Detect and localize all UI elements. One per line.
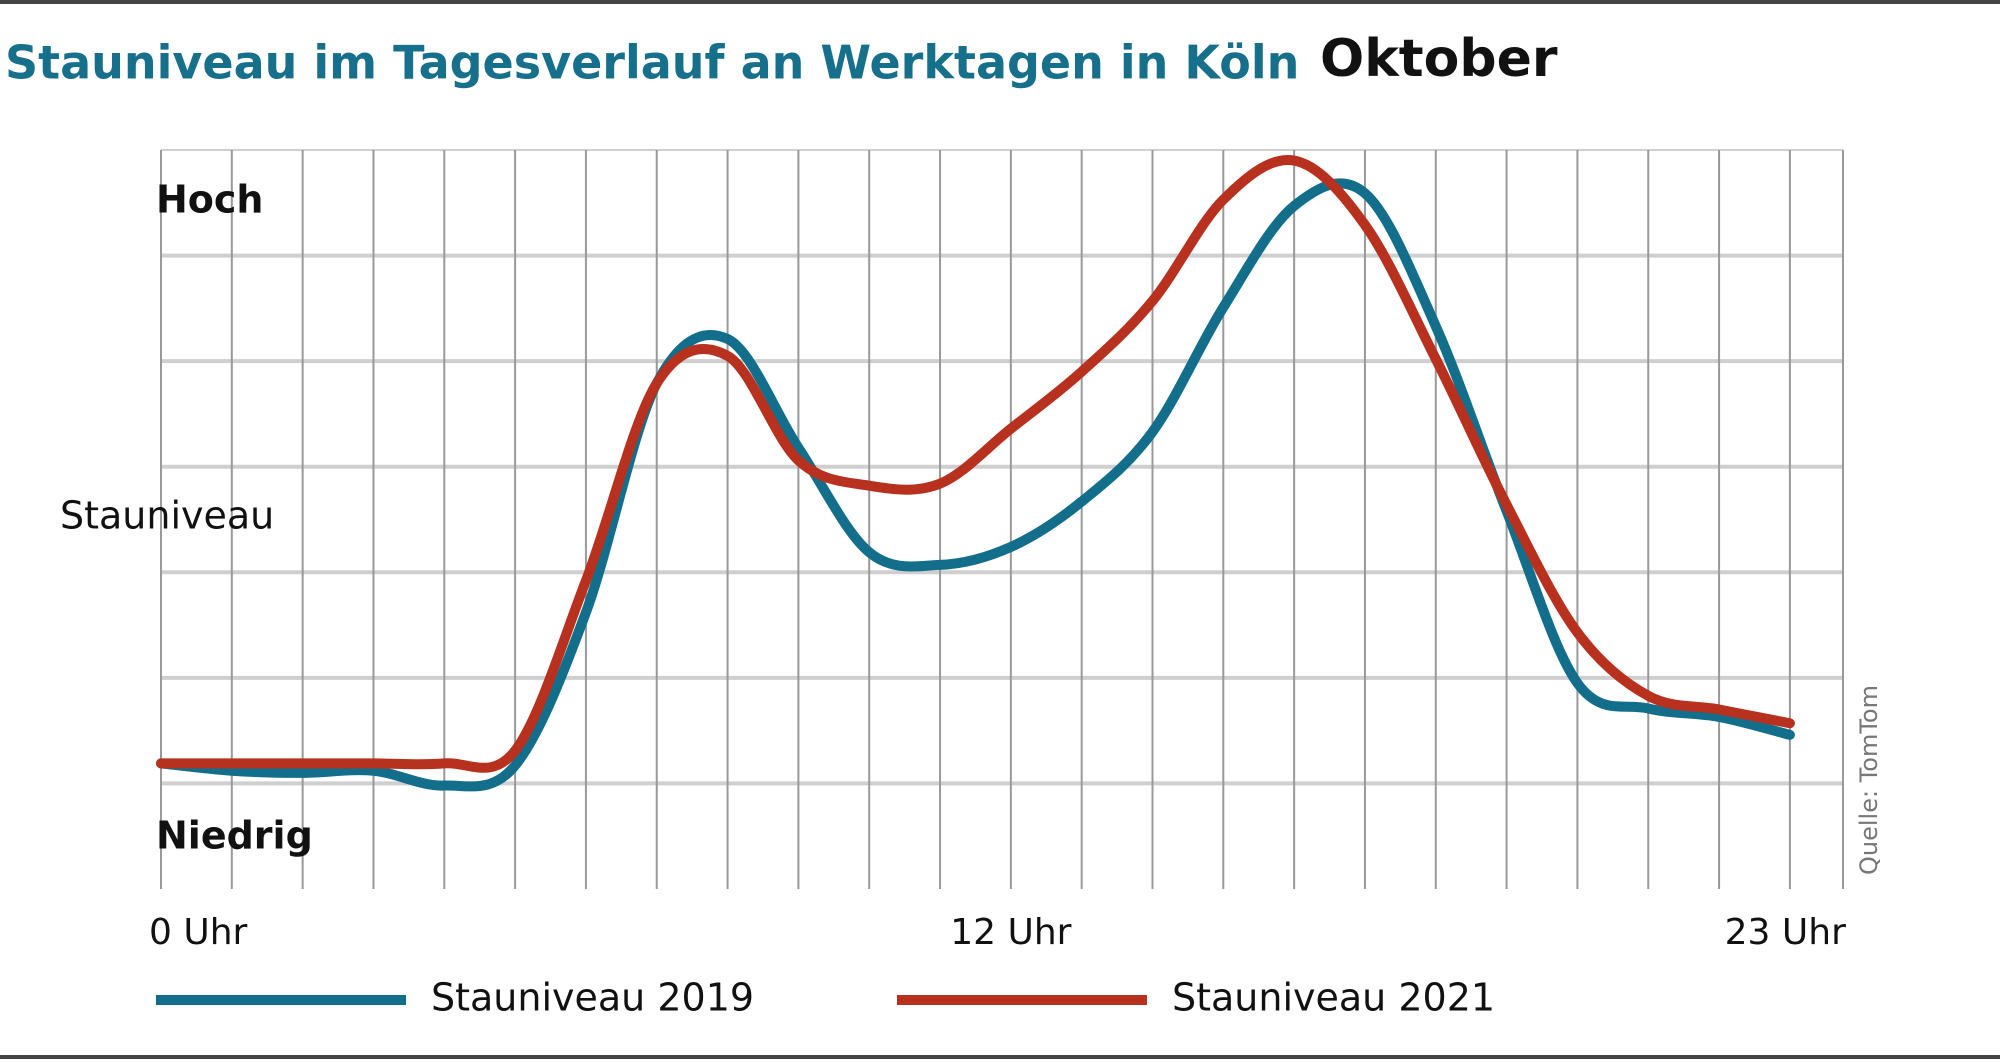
series-line [156,155,1795,773]
source: Quelle: TomTom [1855,685,1883,875]
y-low-label: Niedrig [156,814,313,858]
legend-label: Stauniveau 2021 [1172,976,1495,1020]
chart-subtitle: Oktober [1320,29,1558,89]
lines [156,155,1795,792]
y-high-label: Hoch [156,178,264,222]
legend: Stauniveau 2019 Stauniveau 2021 [156,976,1495,1020]
legend-label: Stauniveau 2019 [431,976,754,1020]
chart-title: Stauniveau im Tagesverlauf an Werktagen … [5,36,1299,90]
series-line [156,178,1795,792]
x-tick-label: 12 Uhr [950,912,1071,953]
y-axis-label: Stauniveau [60,494,274,538]
x-tick-label: 23 Uhr [1725,912,1846,953]
x-tick-label: 0 Uhr [149,912,248,953]
